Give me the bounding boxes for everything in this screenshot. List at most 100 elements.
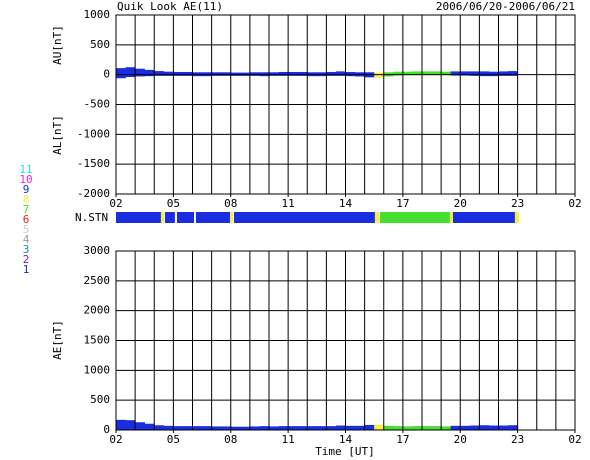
range-bar: [288, 71, 298, 76]
station-segment: [452, 212, 515, 223]
area-bar: [460, 425, 471, 430]
area-bar: [125, 420, 136, 430]
area-bar: [479, 425, 490, 430]
range-bar: [450, 71, 461, 76]
range-bar: [154, 71, 165, 76]
y-tick-label: 1000: [84, 363, 111, 376]
area-bar: [508, 425, 518, 430]
area-bar: [278, 426, 289, 430]
area-bar: [364, 424, 375, 430]
x-tick-label: 20: [454, 433, 467, 446]
range-bar: [144, 69, 155, 77]
station-segment: [195, 212, 230, 223]
legend-label: 9: [23, 183, 30, 196]
x-tick-label: 17: [396, 197, 409, 210]
range-bar: [441, 71, 451, 76]
area-bar: [450, 425, 461, 430]
legend-label: 2: [23, 253, 30, 266]
range-bar: [508, 71, 518, 76]
station-segment: [374, 212, 379, 223]
y-tick-label: -500: [84, 98, 111, 111]
area-bar: [374, 424, 385, 430]
x-tick-label: 20: [454, 197, 467, 210]
area-bar: [422, 426, 432, 430]
area-bar: [383, 425, 394, 430]
range-bar: [460, 71, 471, 76]
area-bar: [221, 426, 232, 430]
x-tick-label: 23: [511, 433, 524, 446]
x-tick-label: 02: [109, 197, 122, 210]
range-bar: [345, 71, 356, 77]
range-bar: [116, 68, 126, 79]
station-segment: [379, 212, 450, 223]
area-bar: [211, 426, 222, 430]
y-tick-label: 2000: [84, 304, 111, 317]
area-bar: [441, 426, 451, 430]
y-tick-label: 500: [90, 393, 110, 406]
y-tick-label: 1000: [84, 8, 111, 21]
x-tick-label: 14: [339, 197, 353, 210]
x-tick-label: 02: [568, 433, 581, 446]
range-bar: [269, 72, 279, 76]
range-bar: [469, 71, 480, 76]
range-bar: [173, 71, 184, 76]
area-bar: [498, 425, 509, 430]
x-tick-label: 02: [568, 197, 581, 210]
station-segment: [234, 212, 375, 223]
plot-frame: [115, 250, 576, 431]
area-bar: [182, 426, 193, 430]
legend-label: 4: [23, 233, 30, 246]
station-segment: [177, 212, 195, 223]
range-bar: [163, 71, 174, 76]
area-bar: [355, 425, 365, 430]
area-bar: [163, 425, 174, 430]
x-tick-label: 11: [282, 197, 295, 210]
y-tick-label: 0: [103, 68, 110, 81]
x-tick-label: 08: [224, 433, 237, 446]
x-tick-label: 17: [396, 433, 409, 446]
legend-label: 8: [23, 193, 30, 206]
y-tick-label: 3000: [84, 244, 111, 257]
area-bar: [192, 426, 203, 430]
station-segment: [116, 212, 161, 223]
station-segment: [164, 212, 175, 223]
range-bar: [393, 71, 404, 76]
y-axis-label: AL[nT]: [51, 115, 64, 155]
plot-frame: [115, 14, 576, 195]
legend-label: 7: [23, 203, 30, 216]
range-bar: [278, 71, 289, 76]
area-bar: [259, 426, 270, 430]
y-tick-label: -1000: [77, 127, 110, 140]
area-bar: [173, 426, 184, 430]
range-bar: [249, 72, 260, 76]
range-bar: [479, 71, 490, 77]
station-segment: [514, 212, 519, 223]
range-bar: [422, 71, 432, 76]
area-bar: [144, 423, 155, 430]
station-segment: [229, 212, 234, 223]
station-label: N.STN: [75, 211, 108, 224]
station-segment: [449, 212, 453, 223]
area-bar: [202, 426, 212, 430]
area-bar: [345, 425, 356, 430]
area-bar: [288, 426, 298, 430]
range-bar: [335, 71, 346, 76]
area-bar: [316, 426, 327, 430]
x-tick-label: 08: [224, 197, 237, 210]
area-bar: [249, 426, 260, 430]
legend-label: 6: [23, 213, 30, 226]
range-bar: [182, 71, 193, 76]
area-bar: [154, 425, 165, 430]
area-bar: [402, 426, 413, 430]
y-axis-label: AE[nT]: [51, 320, 64, 360]
chart-title: Quik Look AE(11): [117, 0, 223, 13]
area-bar: [326, 426, 337, 430]
range-bar: [135, 68, 145, 77]
legend-label: 11: [19, 163, 32, 176]
y-tick-label: 1500: [84, 334, 111, 347]
x-tick-label: 14: [339, 433, 353, 446]
x-tick-label: 02: [109, 433, 122, 446]
range-bar: [498, 71, 509, 76]
area-bar: [307, 426, 318, 430]
area-bar: [230, 426, 241, 430]
